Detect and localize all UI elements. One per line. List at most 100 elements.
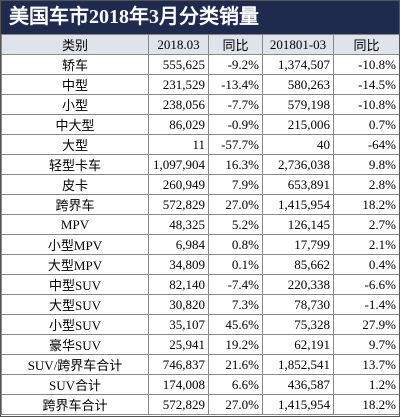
table-row: 大型SUV 30,820 7.3% 78,730 -1.4%: [1, 294, 399, 315]
cell: 27.0%: [208, 394, 263, 415]
cell: 7.3%: [208, 294, 263, 315]
cell: 1,374,507: [262, 54, 334, 75]
column-header: 2018.03: [148, 34, 209, 55]
cell: 174,008: [148, 374, 209, 395]
cell: 0.1%: [208, 254, 263, 275]
column-header: 同比: [208, 34, 263, 55]
cell: 7.9%: [208, 174, 263, 195]
table-row: SUV/跨界车合计 746,837 21.6% 1,852,541 13.7%: [1, 354, 399, 375]
cell: 231,529: [148, 74, 209, 95]
cell: 27.9%: [333, 314, 399, 335]
table-row: 轿车 555,625 -9.2% 1,374,507 -10.8%: [1, 54, 399, 75]
cell: 34,809: [148, 254, 209, 275]
row-label: 中大型: [1, 114, 149, 135]
cell: 75,328: [262, 314, 334, 335]
cell: 78,730: [262, 294, 334, 315]
cell: 48,325: [148, 214, 209, 235]
cell: 260,949: [148, 174, 209, 195]
row-label: 大型SUV: [1, 294, 149, 315]
row-label: 小型: [1, 94, 149, 115]
cell: 40: [262, 134, 334, 155]
column-header: 同比: [333, 34, 399, 55]
cell: 580,263: [262, 74, 334, 95]
table-row: 跨界车 572,829 27.0% 1,415,954 18.2%: [1, 194, 399, 215]
table-row: 中型 231,529 -13.4% 580,263 -14.5%: [1, 74, 399, 95]
table-body: 轿车 555,625 -9.2% 1,374,507 -10.8% 中型 231,529 -1…: [1, 54, 399, 415]
row-label: 跨界车合计: [1, 394, 149, 415]
cell: 27.0%: [208, 194, 263, 215]
cell: 0.8%: [208, 234, 263, 255]
cell: 85,662: [262, 254, 334, 275]
cell: -64%: [333, 134, 399, 155]
row-label: 大型: [1, 134, 149, 155]
table: 类别 2018.03 同比 201801-03 同比 轿车 555,625 -9.2% 1,3…: [1, 34, 399, 415]
cell: 0.4%: [333, 254, 399, 275]
cell: -7.4%: [208, 274, 263, 295]
cell: 220,338: [262, 274, 334, 295]
table-row: 中大型 86,029 -0.9% 215,006 0.7%: [1, 114, 399, 135]
cell: 215,006: [262, 114, 334, 135]
cell: 0.7%: [333, 114, 399, 135]
cell: 555,625: [148, 54, 209, 75]
cell: 86,029: [148, 114, 209, 135]
cell: 5.2%: [208, 214, 263, 235]
row-label: 豪华SUV: [1, 334, 149, 355]
cell: 35,107: [148, 314, 209, 335]
cell: 436,587: [262, 374, 334, 395]
cell: 11: [148, 134, 209, 155]
header-row: 类别 2018.03 同比 201801-03 同比: [1, 34, 399, 55]
row-label: SUV合计: [1, 374, 149, 395]
cell: 1,852,541: [262, 354, 334, 375]
cell: 746,837: [148, 354, 209, 375]
row-label: MPV: [1, 214, 149, 235]
cell: 13.7%: [333, 354, 399, 375]
cell: 19.2%: [208, 334, 263, 355]
table-row: 小型 238,056 -7.7% 579,198 -10.8%: [1, 94, 399, 115]
cell: 18.2%: [333, 394, 399, 415]
cell: 2.7%: [333, 214, 399, 235]
cell: 9.8%: [333, 154, 399, 175]
cell: 1,097,904: [148, 154, 209, 175]
cell: 82,140: [148, 274, 209, 295]
column-header: 201801-03: [262, 34, 334, 55]
cell: 1,415,954: [262, 394, 334, 415]
cell: 1.2%: [333, 374, 399, 395]
table-row: 轻型卡车 1,097,904 16.3% 2,736,038 9.8%: [1, 154, 399, 175]
cell: 16.3%: [208, 154, 263, 175]
cell: 2.8%: [333, 174, 399, 195]
cell: 45.6%: [208, 314, 263, 335]
table-row: SUV合计 174,008 6.6% 436,587 1.2%: [1, 374, 399, 395]
cell: 572,829: [148, 194, 209, 215]
cell: 2.1%: [333, 234, 399, 255]
row-label: 中型SUV: [1, 274, 149, 295]
cell: 9.7%: [333, 334, 399, 355]
cell: 6.6%: [208, 374, 263, 395]
cell: 25,941: [148, 334, 209, 355]
cell: 572,829: [148, 394, 209, 415]
cell: -7.7%: [208, 94, 263, 115]
table-row: 皮卡 260,949 7.9% 653,891 2.8%: [1, 174, 399, 195]
cell: -6.6%: [333, 274, 399, 295]
table-row: MPV 48,325 5.2% 126,145 2.7%: [1, 214, 399, 235]
title: 美国车市2018年3月分类销量: [1, 1, 399, 34]
cell: -14.5%: [333, 74, 399, 95]
row-label: 轻型卡车: [1, 154, 149, 175]
table-row: 大型MPV 34,809 0.1% 85,662 0.4%: [1, 254, 399, 275]
cell: 126,145: [262, 214, 334, 235]
cell: -1.4%: [333, 294, 399, 315]
row-label: 小型MPV: [1, 234, 149, 255]
cell: -10.8%: [333, 54, 399, 75]
row-label: SUV/跨界车合计: [1, 354, 149, 375]
cell: 2,736,038: [262, 154, 334, 175]
cell: -57.7%: [208, 134, 263, 155]
cell: 62,191: [262, 334, 334, 355]
cell: 579,198: [262, 94, 334, 115]
cell: 21.6%: [208, 354, 263, 375]
table-row: 小型SUV 35,107 45.6% 75,328 27.9%: [1, 314, 399, 335]
cell: 238,056: [148, 94, 209, 115]
cell: -9.2%: [208, 54, 263, 75]
cell: -0.9%: [208, 114, 263, 135]
row-label: 跨界车: [1, 194, 149, 215]
row-label: 皮卡: [1, 174, 149, 195]
cell: 30,820: [148, 294, 209, 315]
